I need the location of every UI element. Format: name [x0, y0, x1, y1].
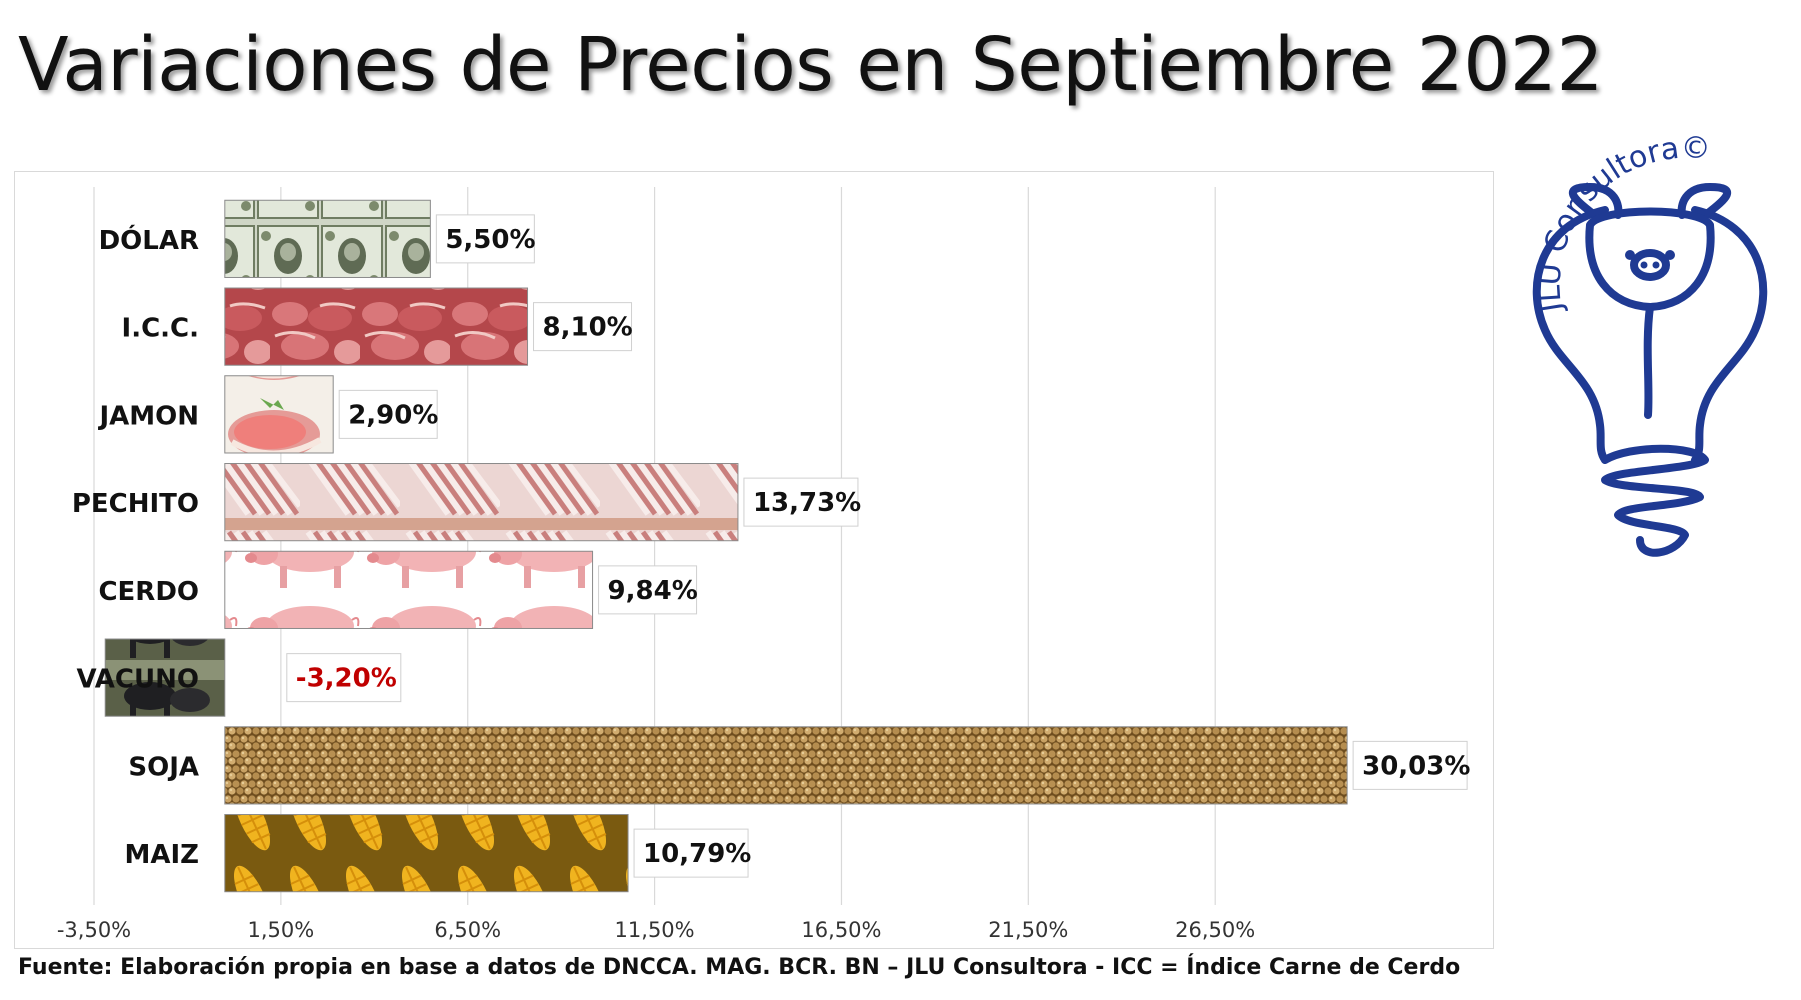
- data-label: 10,79%: [643, 839, 751, 869]
- category-label: DÓLAR: [99, 224, 199, 256]
- bar-jamon: [224, 375, 334, 454]
- category-labels: DÓLAR I.C.C. JAMON PECHITO CERDO VACUNO SOJA MA…: [72, 224, 199, 870]
- chart-title: Variaciones de Precios en Septiembre 202…: [18, 22, 1604, 108]
- category-label: PECHITO: [72, 489, 199, 519]
- data-label: 5,50%: [445, 225, 535, 255]
- data-label-box: [1352, 740, 1468, 790]
- bars: [104, 199, 1348, 893]
- data-label: 8,10%: [543, 313, 633, 343]
- data-label: 13,73%: [753, 488, 861, 518]
- data-label-box: [435, 214, 535, 264]
- data-label-box: [598, 565, 698, 615]
- data-label-box: [286, 653, 402, 703]
- category-label: CERDO: [98, 577, 199, 607]
- data-label-box: [338, 389, 438, 439]
- x-axis-tick-labels: -3,50% 1,50% 6,50% 11,50% 16,50% 21,50% 26,50%: [57, 918, 1255, 942]
- x-tick-label: 21,50%: [988, 918, 1068, 942]
- x-tick-label: 16,50%: [801, 918, 881, 942]
- data-label: 9,84%: [608, 576, 698, 606]
- category-label: VACUNO: [76, 665, 199, 695]
- data-label: 2,90%: [348, 400, 438, 430]
- data-label: 30,03%: [1362, 751, 1470, 781]
- bar-cerdo: [224, 550, 594, 629]
- x-tick-label: 26,50%: [1175, 918, 1255, 942]
- category-label: I.C.C.: [122, 314, 199, 344]
- category-label: SOJA: [128, 752, 199, 782]
- x-tick-label: 11,50%: [615, 918, 695, 942]
- jlu-consultora-logo: JLU Consultora©: [1532, 130, 1768, 557]
- x-tick-label: 6,50%: [434, 918, 501, 942]
- logo-text: JLU Consultora©: [1532, 130, 1711, 316]
- data-label: -3,20%: [296, 664, 397, 694]
- data-label-box: [743, 477, 859, 527]
- data-labels: 5,50% 8,10% 2,90% 13,73% 9,84% -3,20% 30,03% 10…: [286, 214, 1470, 878]
- category-label: MAIZ: [124, 840, 199, 870]
- bar-dlar: [224, 199, 431, 278]
- bar-maiz: [224, 814, 629, 893]
- source-note: Fuente: Elaboración propia en base a dat…: [18, 955, 1461, 980]
- pig-lightbulb-icon: [1532, 183, 1768, 557]
- bar-pechito: [224, 463, 739, 542]
- x-tick-label: 1,50%: [248, 918, 315, 942]
- category-label: JAMON: [97, 401, 199, 431]
- x-tick-label: -3,50%: [57, 918, 131, 942]
- bar-soja: [224, 726, 1348, 805]
- data-label-box: [533, 302, 633, 352]
- data-label-box: [633, 828, 749, 878]
- bar-icc: [224, 287, 529, 366]
- bar-vacuno: [104, 638, 226, 717]
